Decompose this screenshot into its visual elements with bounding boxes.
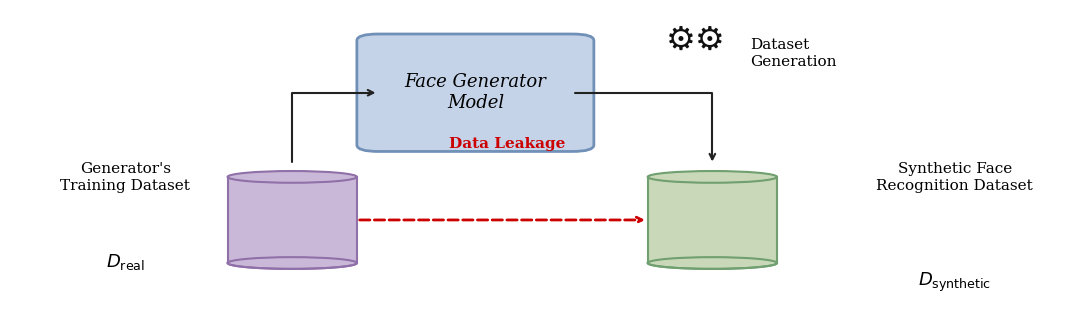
FancyBboxPatch shape [228,177,356,263]
Text: ⚙⚙: ⚙⚙ [666,24,726,57]
FancyBboxPatch shape [356,34,594,151]
FancyBboxPatch shape [648,177,777,263]
Text: $D_\mathrm{real}$: $D_\mathrm{real}$ [106,252,145,272]
Text: $D_\mathrm{synthetic}$: $D_\mathrm{synthetic}$ [918,270,991,293]
Text: Generator's
Training Dataset: Generator's Training Dataset [60,163,190,193]
Ellipse shape [648,257,777,269]
Text: Synthetic Face
Recognition Dataset: Synthetic Face Recognition Dataset [876,163,1034,193]
Text: Face Generator
Model: Face Generator Model [404,73,546,112]
Ellipse shape [648,171,777,183]
Ellipse shape [228,171,356,183]
Ellipse shape [228,257,356,269]
Text: Dataset
Generation: Dataset Generation [750,38,837,69]
Text: Data Leakage: Data Leakage [449,138,566,151]
